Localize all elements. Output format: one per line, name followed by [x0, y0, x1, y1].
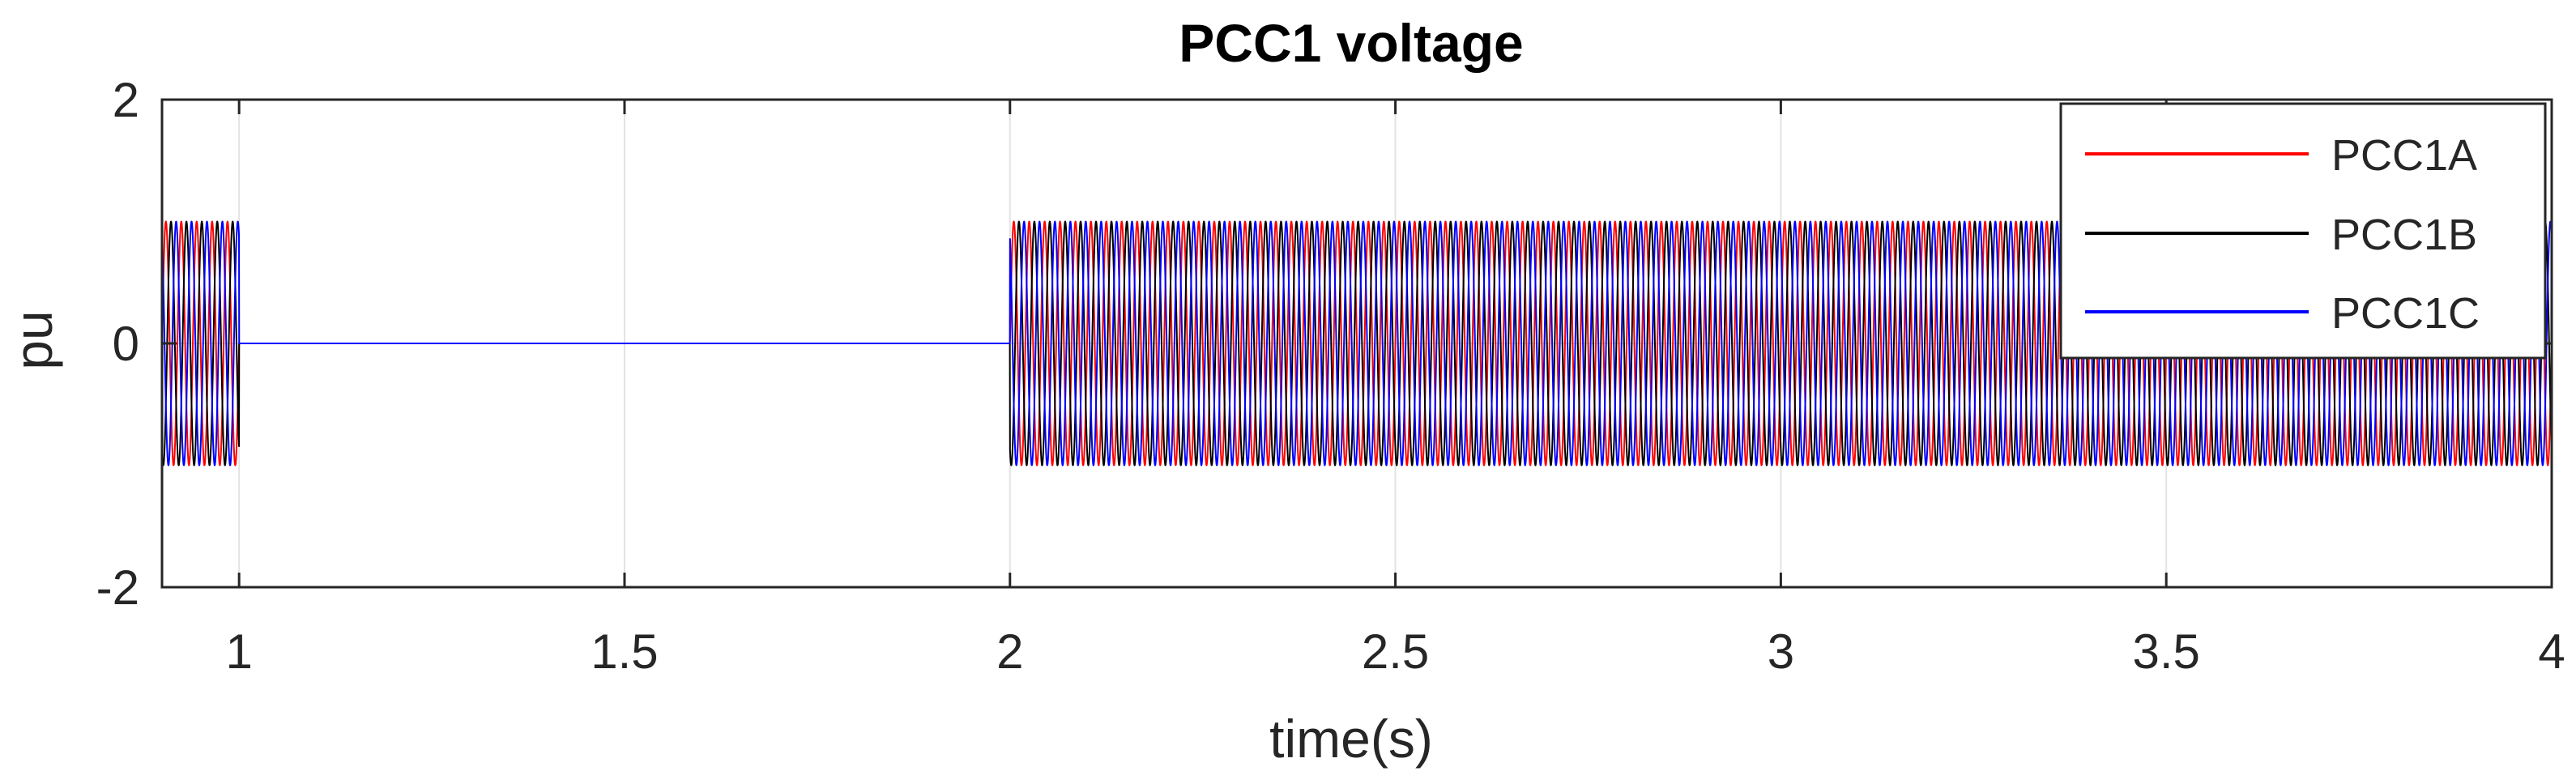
x-tick-label: 2.5 [1362, 624, 1429, 679]
x-tick-label: 3.5 [2132, 624, 2199, 679]
legend-label-pcc1b: PCC1B [2331, 211, 2477, 259]
y-tick-label: 2 [113, 73, 139, 127]
x-tick-label: 1 [225, 624, 252, 679]
legend-box [2059, 102, 2547, 360]
y-tick-label: -2 [96, 560, 139, 615]
x-tick-label: 4 [2538, 624, 2565, 679]
legend-label-pcc1c: PCC1C [2331, 289, 2480, 338]
y-tick-label: 0 [113, 317, 139, 371]
x-tick-label: 3 [1768, 624, 1794, 679]
legend: PCC1A PCC1B PCC1C [2059, 102, 2547, 360]
y-axis-label: pu [3, 310, 63, 369]
chart-title: PCC1 voltage [1179, 13, 1523, 73]
y-tick-labels: -2 0 2 [96, 73, 139, 615]
x-tick-labels: 1 1.5 2 2.5 3 3.5 4 [225, 624, 2565, 679]
x-tick-label: 1.5 [591, 624, 658, 679]
x-tick-label: 2 [996, 624, 1023, 679]
legend-label-pcc1a: PCC1A [2331, 131, 2477, 180]
x-axis-label: time(s) [1269, 709, 1433, 769]
